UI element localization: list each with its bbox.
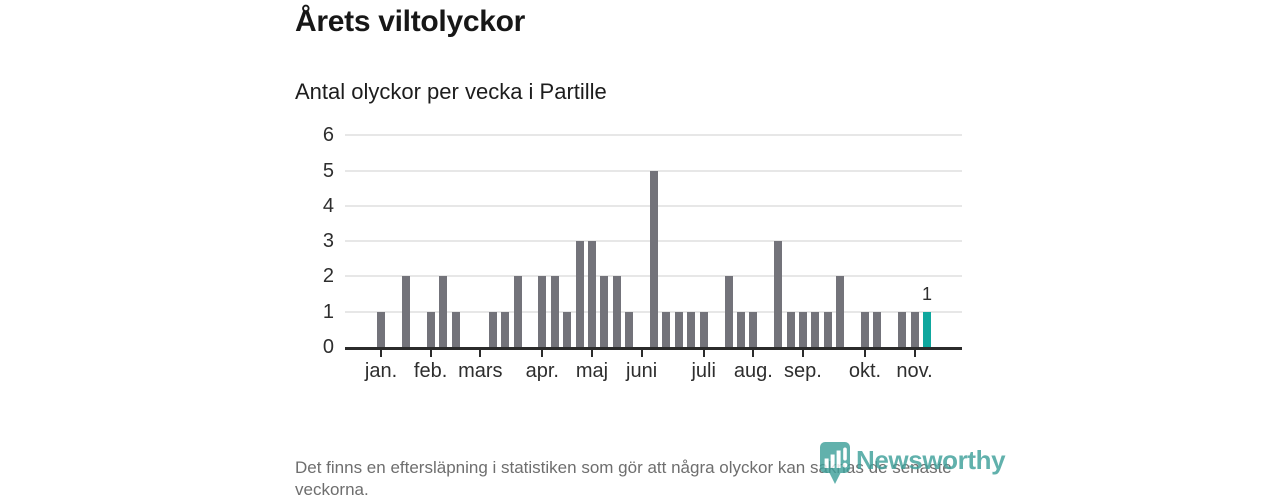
highlight-value-label: 1 xyxy=(921,284,932,304)
bar-week-35 xyxy=(798,311,807,347)
bar-week-16 xyxy=(563,311,572,347)
bar-week-31 xyxy=(749,311,758,347)
bar-week-38 xyxy=(836,276,845,347)
bar-week-36 xyxy=(811,311,820,347)
bar-week-29 xyxy=(724,276,733,347)
month-tick-jan xyxy=(380,347,382,357)
page-title: Årets viltolyckor xyxy=(295,5,525,38)
bar-week-45 xyxy=(923,311,931,347)
bar-week-12 xyxy=(513,276,522,347)
y-axis-label: 1 xyxy=(322,300,334,323)
y-axis-label: 4 xyxy=(322,194,334,217)
bar-week-15 xyxy=(550,276,559,347)
month-label-maj: maj xyxy=(575,360,609,382)
month-tick-apr xyxy=(541,347,544,357)
chart-subtitle: Antal olyckor per vecka i Partille xyxy=(295,79,607,104)
y-axis-label: 5 xyxy=(322,159,334,182)
bar-week-18 xyxy=(588,241,596,347)
month-tick-mars xyxy=(479,347,482,357)
bar-week-41 xyxy=(873,311,882,347)
y-axis-label: 2 xyxy=(322,265,334,288)
month-label-juni: juni xyxy=(626,360,658,382)
bar-week-25 xyxy=(674,311,683,347)
month-tick-juli xyxy=(702,347,705,357)
newsworthy-logo: Newsworthy xyxy=(820,442,1006,488)
gridline-y6 xyxy=(345,134,962,137)
y-axis-label: 3 xyxy=(322,230,334,253)
bar-week-24 xyxy=(662,311,671,347)
bar-week-30 xyxy=(736,311,745,347)
month-label-juli: juli xyxy=(691,360,716,382)
y-axis-label: 0 xyxy=(322,336,334,358)
bar-week-37 xyxy=(823,311,832,347)
bar-week-19 xyxy=(600,276,609,347)
newsworthy-barchart-marker-icon xyxy=(820,442,850,484)
bar-week-17 xyxy=(575,241,584,347)
bar-week-44 xyxy=(910,311,919,347)
month-label-nov: nov. xyxy=(896,360,933,382)
month-tick-sep xyxy=(801,347,804,357)
month-tick-juni xyxy=(640,347,643,357)
bar-week-43 xyxy=(898,311,907,347)
month-label-aug: aug. xyxy=(733,360,773,382)
bar-week-7 xyxy=(451,311,460,347)
bar-week-14 xyxy=(538,276,547,347)
month-tick-okt xyxy=(864,347,866,357)
month-label-jan: jan. xyxy=(364,360,398,382)
bar-week-33 xyxy=(774,241,783,347)
y-axis-label: 6 xyxy=(322,124,334,147)
month-tick-feb xyxy=(429,347,432,357)
bar-week-21 xyxy=(625,311,634,347)
bar-week-5 xyxy=(426,311,435,347)
bar-week-6 xyxy=(439,276,448,347)
weekly-accidents-bar-chart: 0 1 2 3 4 5 6 jan. feb. mars apr. maj juni juli aug. se… xyxy=(322,124,962,382)
month-tick-nov xyxy=(913,347,916,357)
bar-week-1 xyxy=(377,311,385,347)
bar-week-40 xyxy=(861,311,869,347)
x-axis-line xyxy=(345,347,962,350)
bar-week-20 xyxy=(612,276,621,347)
month-tick-aug xyxy=(752,347,755,357)
month-label-apr: apr. xyxy=(525,360,559,382)
month-tick-maj xyxy=(591,347,593,357)
bar-week-34 xyxy=(786,311,795,347)
newsworthy-logo-text: Newsworthy xyxy=(856,445,1006,475)
month-label-sep: sep. xyxy=(783,360,822,382)
bar-week-26 xyxy=(687,311,696,347)
month-label-okt: okt. xyxy=(848,360,882,382)
bar-week-3 xyxy=(401,276,410,347)
bar-week-27 xyxy=(699,311,708,347)
bar-week-10 xyxy=(488,311,497,347)
bar-week-23 xyxy=(650,170,658,347)
month-label-mars: mars xyxy=(458,360,503,382)
month-label-feb: feb. xyxy=(413,360,448,382)
bar-week-11 xyxy=(501,311,510,347)
